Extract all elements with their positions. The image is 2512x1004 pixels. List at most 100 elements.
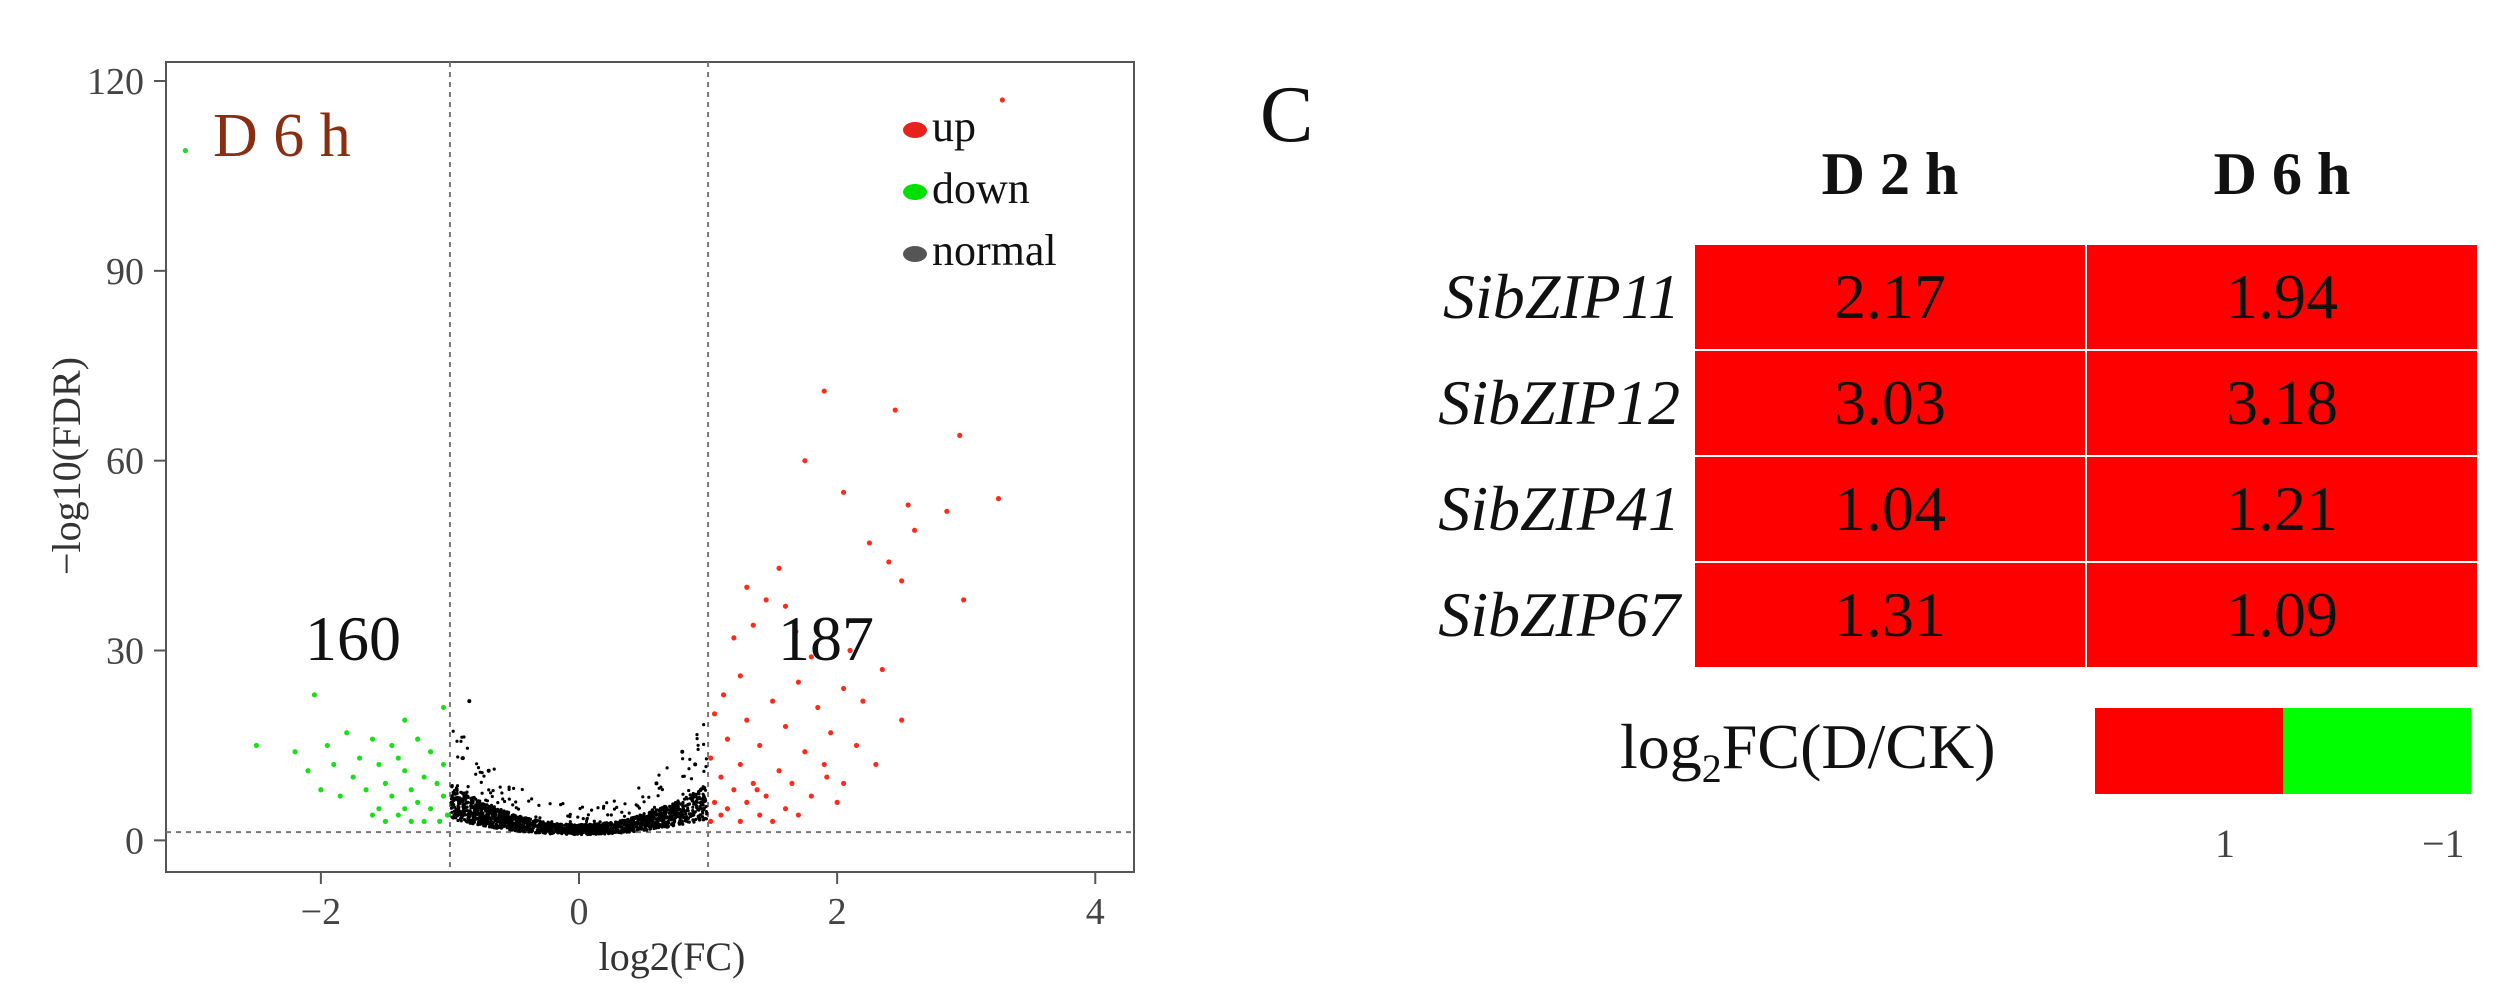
- normal-point: [686, 816, 691, 821]
- normal-point: [669, 818, 673, 822]
- normal-point: [701, 815, 705, 819]
- x-axis: −2 0 2 4: [301, 872, 1105, 933]
- up-point: [892, 407, 898, 413]
- up-point: [957, 432, 963, 438]
- normal-point: [466, 785, 470, 789]
- normal-point: [449, 797, 453, 801]
- normal-point: [665, 820, 669, 825]
- normal-point: [651, 824, 655, 828]
- normal-point: [452, 805, 457, 809]
- normal-point: [609, 813, 613, 817]
- normal-point: [459, 790, 463, 794]
- normal-point: [612, 807, 617, 811]
- normal-point: [513, 829, 517, 833]
- normal-point: [623, 802, 627, 806]
- normal-point: [499, 808, 503, 812]
- normal-point: [456, 755, 460, 759]
- down-point: [357, 755, 363, 761]
- normal-point: [688, 812, 693, 816]
- normal-point: [495, 823, 499, 827]
- normal-point: [581, 817, 585, 821]
- heatmap-legend-title: log2FC(D/CK): [1620, 710, 1996, 792]
- up-point: [731, 635, 737, 641]
- normal-point: [679, 814, 683, 819]
- down-count: 160: [305, 603, 401, 674]
- normal-point: [686, 802, 690, 806]
- normal-point: [681, 800, 685, 805]
- up-point: [866, 540, 873, 546]
- normal-point: [531, 826, 535, 830]
- down-point: [402, 717, 408, 723]
- normal-point: [701, 818, 705, 822]
- down-point: [434, 780, 440, 787]
- normal-point: [609, 830, 614, 834]
- normal-point: [520, 825, 524, 830]
- normal-point: [632, 829, 636, 834]
- normal-point: [517, 825, 521, 829]
- heatmap-cell: 3.03: [1695, 351, 2085, 455]
- down-points: [182, 147, 450, 824]
- normal-point: [691, 818, 695, 822]
- normal-point: [700, 800, 704, 804]
- legend-normal-marker: [903, 246, 927, 262]
- up-point: [795, 679, 802, 685]
- normal-point: [498, 785, 502, 789]
- normal-point: [588, 822, 592, 826]
- normal-point: [680, 749, 685, 754]
- heatmap-cell: 3.18: [2087, 351, 2477, 455]
- x-tick-label: 4: [1086, 891, 1105, 933]
- heatmap-cell: 1.04: [1695, 457, 2085, 561]
- normal-point: [467, 699, 472, 704]
- normal-point: [534, 815, 538, 819]
- normal-point: [494, 818, 498, 822]
- legend-tick-high: 1: [2215, 821, 2235, 866]
- normal-point: [486, 768, 491, 773]
- normal-point: [590, 808, 594, 812]
- down-point: [440, 793, 447, 799]
- up-point: [776, 768, 782, 774]
- normal-point: [643, 825, 647, 829]
- normal-point: [627, 820, 631, 824]
- normal-point: [511, 803, 515, 807]
- normal-point: [511, 786, 516, 791]
- up-point: [757, 812, 763, 818]
- normal-point: [686, 820, 690, 824]
- normal-point: [641, 795, 645, 799]
- normal-point: [462, 791, 467, 795]
- normal-point: [691, 791, 695, 796]
- normal-point: [544, 829, 548, 833]
- normal-point: [629, 817, 633, 822]
- normal-point: [460, 756, 465, 761]
- normal-point: [701, 796, 705, 800]
- normal-point: [578, 806, 582, 811]
- normal-point: [606, 823, 610, 827]
- normal-point: [678, 808, 682, 812]
- up-point: [899, 578, 905, 584]
- normal-points: [449, 699, 709, 837]
- up-point: [720, 692, 727, 698]
- plot-frame: [165, 61, 1135, 873]
- down-point: [253, 742, 259, 749]
- normal-point: [651, 819, 655, 823]
- normal-point: [510, 824, 515, 829]
- normal-point: [469, 806, 473, 810]
- normal-point: [612, 799, 616, 803]
- normal-point: [537, 828, 541, 832]
- heatmap-cell: 1.09: [2087, 563, 2477, 667]
- column-header-d2h: D 2 h: [1821, 141, 1959, 207]
- normal-point: [672, 819, 676, 823]
- normal-point: [497, 816, 501, 820]
- normal-point: [659, 785, 663, 789]
- up-point: [757, 742, 763, 749]
- normal-point: [599, 831, 603, 836]
- heatmap-cell: 1.21: [2087, 457, 2477, 561]
- normal-point: [684, 809, 688, 813]
- normal-point: [455, 788, 459, 793]
- up-point: [744, 799, 750, 805]
- up-point: [879, 666, 885, 673]
- normal-point: [492, 816, 496, 820]
- normal-point: [475, 762, 479, 766]
- up-point: [708, 755, 714, 761]
- up-point: [737, 818, 743, 824]
- normal-point: [546, 820, 550, 824]
